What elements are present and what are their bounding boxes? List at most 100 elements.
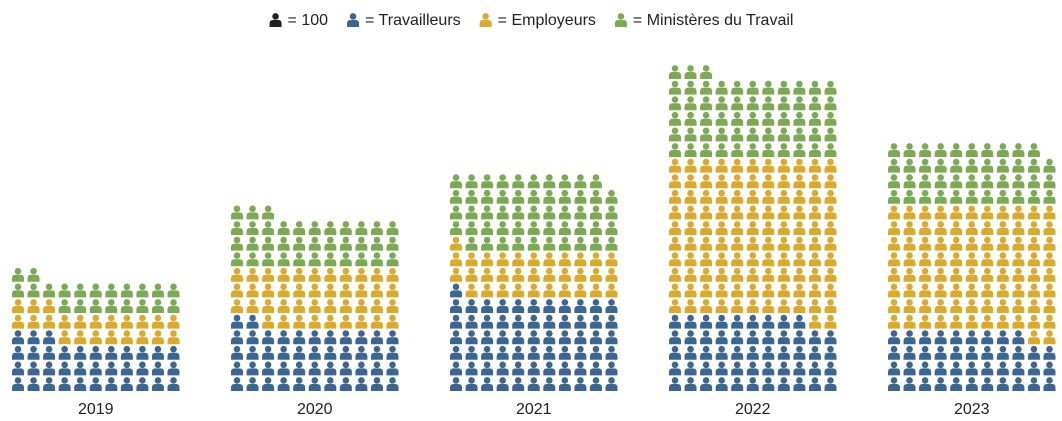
icon-body — [89, 337, 102, 345]
icon-body — [496, 368, 509, 376]
icon — [136, 345, 149, 360]
x-tick-label: 2023 — [954, 401, 990, 418]
icon-head — [718, 174, 725, 181]
icon-head — [671, 314, 679, 322]
icon — [919, 143, 932, 157]
icon-head — [827, 267, 834, 275]
icon-body — [981, 337, 994, 345]
icon — [574, 205, 587, 220]
icon-head — [780, 252, 788, 259]
icon-head — [968, 143, 976, 150]
icon-body — [1043, 321, 1056, 329]
icon — [512, 189, 525, 204]
icon-body — [731, 212, 744, 220]
icon-body — [981, 259, 994, 267]
icon-body — [589, 228, 602, 235]
icon-head — [827, 345, 834, 353]
icon-head — [295, 345, 303, 353]
icon-body — [777, 352, 790, 360]
icon-body — [543, 259, 556, 267]
icon — [824, 189, 837, 204]
icon-body — [700, 352, 713, 360]
icon — [231, 267, 243, 282]
icon-body — [1012, 352, 1025, 360]
icon — [277, 314, 290, 329]
icon-body — [339, 368, 352, 376]
icon-head — [295, 283, 303, 291]
icon — [496, 205, 509, 220]
icon — [793, 283, 806, 298]
icon — [324, 299, 337, 313]
icon-body — [950, 243, 963, 251]
icon — [574, 361, 587, 376]
icon-body — [700, 337, 713, 345]
icon — [605, 221, 618, 235]
icon — [669, 189, 681, 204]
icon-head — [749, 345, 757, 353]
icon-body — [74, 337, 87, 345]
icon — [105, 361, 118, 376]
icon-head — [780, 127, 788, 135]
icon-body — [965, 306, 978, 313]
icon-body — [12, 368, 24, 376]
icon-head — [796, 236, 803, 244]
icon-head — [1030, 252, 1038, 259]
icon-body — [824, 306, 837, 313]
icon-body — [277, 259, 290, 267]
icon-head — [358, 330, 365, 337]
icon-body — [669, 228, 681, 235]
icon — [614, 13, 627, 27]
icon-body — [731, 321, 744, 329]
icon-body — [512, 384, 525, 391]
icon — [277, 377, 290, 391]
icon-body — [731, 196, 744, 204]
icon — [700, 236, 713, 251]
icon-body — [731, 165, 744, 173]
icon-body — [808, 150, 821, 157]
icon — [746, 314, 759, 329]
icon-body — [355, 306, 368, 313]
icon-head — [906, 189, 913, 197]
icon — [450, 314, 462, 329]
icon-body — [700, 290, 713, 298]
icon — [58, 330, 71, 345]
icon — [684, 299, 697, 313]
icon-head — [592, 252, 600, 259]
icon — [919, 174, 932, 189]
icon-body — [386, 352, 399, 360]
icon-head — [499, 314, 506, 322]
icon-head — [827, 127, 834, 135]
icon — [715, 221, 728, 235]
icon — [808, 236, 821, 251]
icon-head — [154, 314, 162, 322]
icon-body — [793, 243, 806, 251]
icon-head — [1030, 267, 1038, 275]
icon — [1012, 283, 1025, 298]
icon-head — [827, 283, 834, 291]
icon — [777, 96, 790, 111]
icon — [370, 283, 383, 298]
icon — [777, 330, 790, 345]
icon-head — [499, 330, 506, 337]
icon-body — [558, 306, 571, 313]
icon-body — [934, 352, 947, 360]
icon-head — [264, 299, 272, 306]
icon — [965, 189, 978, 204]
icon-head — [358, 345, 365, 353]
icon-body — [231, 321, 243, 329]
icon-head — [687, 96, 694, 103]
icon-head — [76, 314, 84, 322]
icon-body — [512, 306, 525, 313]
icon-head — [796, 330, 803, 337]
icon — [824, 314, 837, 329]
icon-body — [762, 228, 775, 235]
icon-head — [295, 236, 303, 244]
icon-head — [61, 314, 68, 322]
icon — [246, 314, 259, 329]
icon-body — [465, 243, 478, 251]
icon-body — [808, 212, 821, 220]
icon-head — [765, 221, 772, 228]
icon-body — [574, 259, 587, 267]
icon-head — [952, 377, 960, 384]
